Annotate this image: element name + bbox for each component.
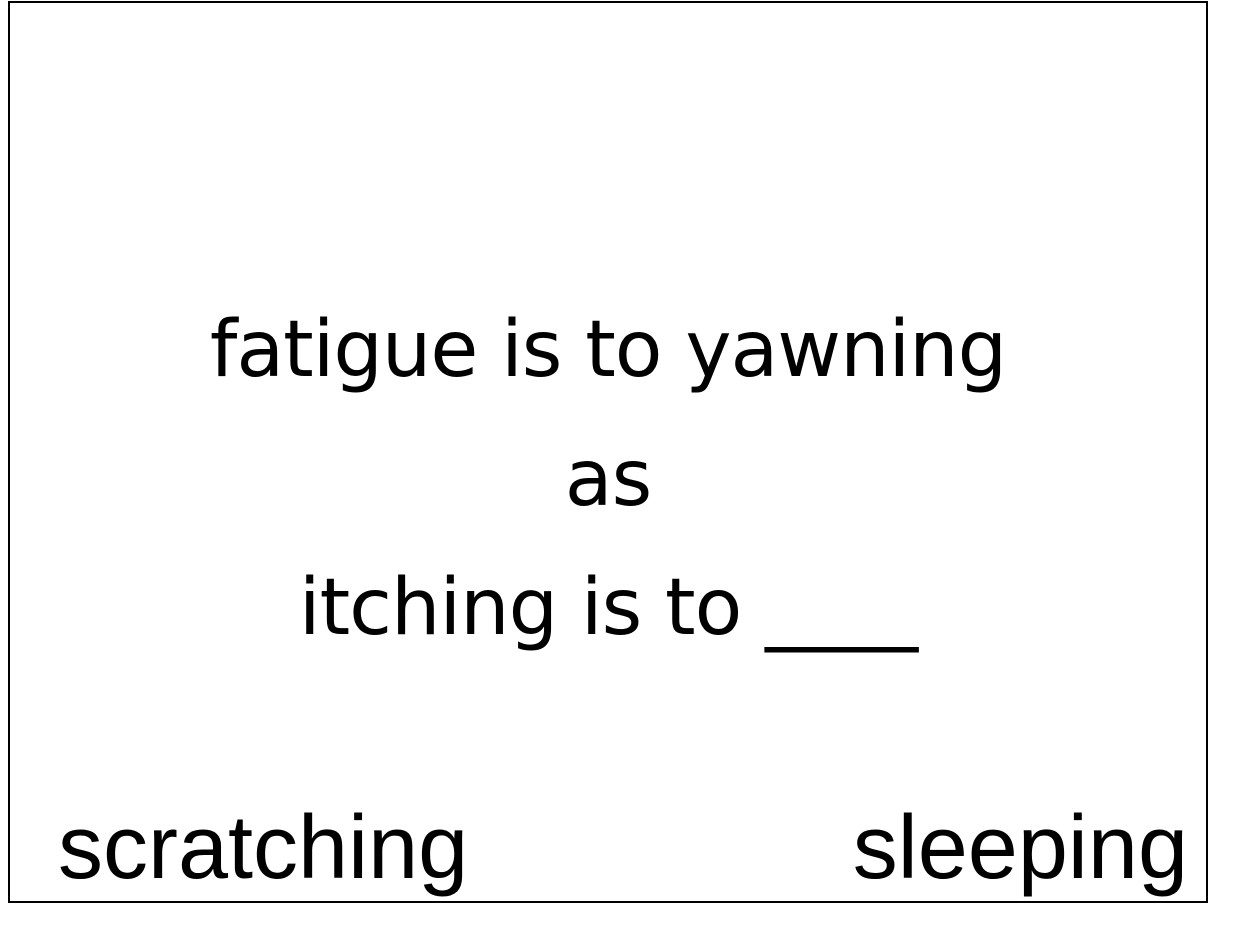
prompt-line-2: as	[564, 434, 652, 524]
stimulus-frame: fatigue is to yawning as itching is to _…	[8, 1, 1208, 903]
option-left[interactable]: scratching	[58, 798, 469, 898]
analogy-prompt: fatigue is to yawning as itching is to _…	[10, 286, 1206, 673]
prompt-line-3: itching is to ____	[298, 563, 918, 653]
prompt-line-1: fatigue is to yawning	[209, 305, 1007, 395]
option-right[interactable]: sleeping	[852, 798, 1188, 898]
